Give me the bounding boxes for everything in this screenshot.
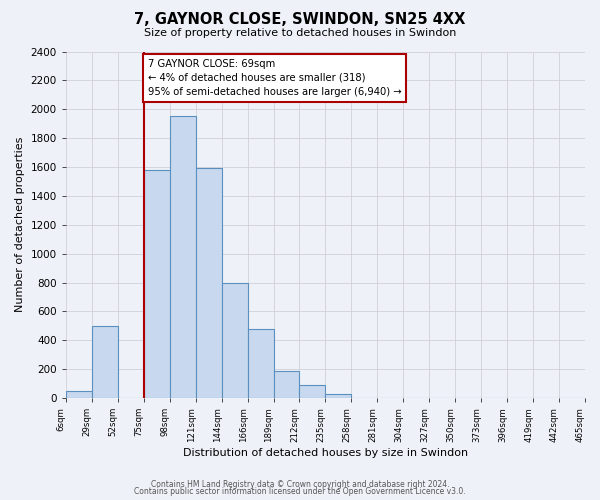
Text: Contains public sector information licensed under the Open Government Licence v3: Contains public sector information licen… <box>134 488 466 496</box>
Bar <box>92 326 118 398</box>
X-axis label: Distribution of detached houses by size in Swindon: Distribution of detached houses by size … <box>183 448 468 458</box>
Bar <box>144 170 170 398</box>
Bar <box>170 116 196 398</box>
Bar <box>274 370 299 398</box>
Text: 7 GAYNOR CLOSE: 69sqm
← 4% of detached houses are smaller (318)
95% of semi-deta: 7 GAYNOR CLOSE: 69sqm ← 4% of detached h… <box>148 58 401 96</box>
Bar <box>221 282 248 398</box>
Y-axis label: Number of detached properties: Number of detached properties <box>15 137 25 312</box>
Bar <box>325 394 352 398</box>
Text: Size of property relative to detached houses in Swindon: Size of property relative to detached ho… <box>144 28 456 38</box>
Bar <box>248 328 274 398</box>
Text: Contains HM Land Registry data © Crown copyright and database right 2024.: Contains HM Land Registry data © Crown c… <box>151 480 449 489</box>
Text: 7, GAYNOR CLOSE, SWINDON, SN25 4XX: 7, GAYNOR CLOSE, SWINDON, SN25 4XX <box>134 12 466 28</box>
Bar <box>196 168 221 398</box>
Bar <box>299 385 325 398</box>
Bar <box>66 391 92 398</box>
